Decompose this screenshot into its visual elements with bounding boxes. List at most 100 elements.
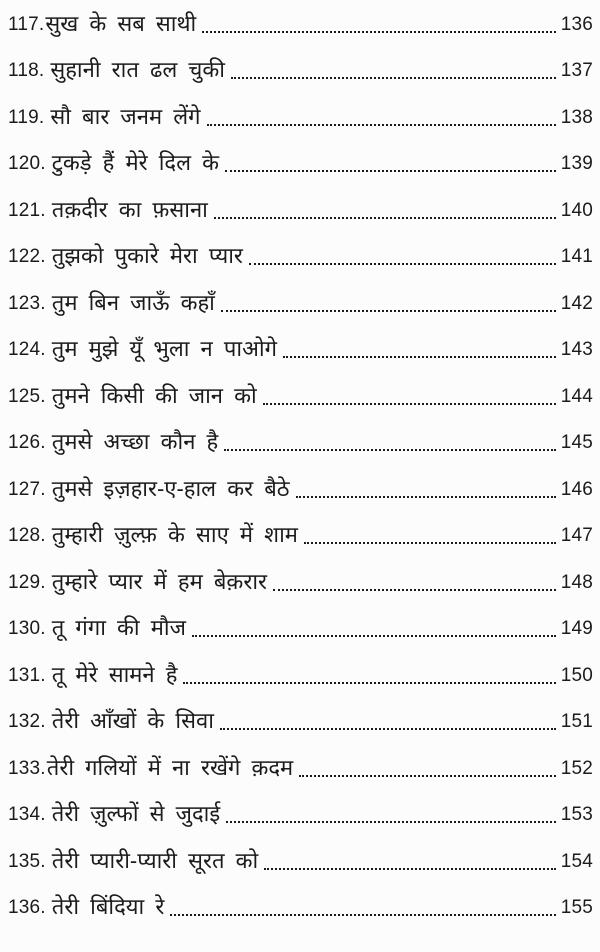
toc-entry-row: 127. तुमसे इज़हार-ए-हाल कर बैठे 146 (8, 466, 593, 513)
toc-entry-row: 124. तुम मुझे यूँ भुला न पाओगे 143 (8, 327, 593, 374)
entry-title: तुमसे इज़हार-ए-हाल कर बैठे (51, 475, 290, 501)
entry-page-number: 138 (560, 106, 593, 128)
entry-title: तू गंगा की मौज (51, 615, 186, 641)
toc-entry-row: 136. तेरी बिंदिया रे 155 (8, 885, 593, 932)
dot-leader (220, 295, 556, 312)
entry-page-number: 141 (560, 246, 593, 268)
entry-title: तुम बिन जाऊँ कहाँ (51, 289, 215, 315)
entry-page-number: 137 (560, 60, 593, 82)
entry-page-number: 144 (560, 385, 593, 407)
toc-entry-row: 134. तेरी ज़ुल्फों से जुदाई 153 (8, 792, 593, 839)
entry-title: तुझको पुकारे मेरा प्यार (51, 243, 243, 269)
toc-entry-row: 126. तुमसे अच्छा कौन है 145 (8, 420, 593, 467)
dot-leader (303, 527, 556, 545)
entry-title: तुमसे अच्छा कौन है (51, 429, 219, 455)
dot-leader (262, 388, 556, 405)
toc-entry-row: 130. तू गंगा की मौज 149 (8, 606, 593, 653)
entry-page-number: 142 (560, 292, 593, 314)
entry-title: तेरी बिंदिया रे (51, 894, 165, 920)
dot-leader (299, 760, 556, 777)
entry-title: तुम्हारी ज़ुल्फ़ के साए में शाम (51, 522, 298, 548)
dot-leader (170, 899, 556, 917)
toc-entry-row: 123. तुम बिन जाऊँ कहाँ 142 (8, 280, 593, 327)
entry-number: 133. (8, 757, 46, 779)
entry-number: 132. (8, 711, 46, 733)
dot-leader (248, 248, 556, 266)
dot-leader (183, 667, 556, 684)
entry-title: तेरी ज़ुल्फों से जुदाई (51, 801, 221, 827)
entry-number: 122. (8, 246, 46, 268)
toc-entry-row: 121. तक़दीर का फ़साना 140 (8, 187, 593, 234)
dot-leader (282, 341, 556, 359)
entry-number: 126. (8, 432, 46, 454)
entry-page-number: 147 (560, 525, 593, 547)
entry-number: 127. (8, 478, 46, 500)
entry-title: टुकड़े हैं मेरे दिल के (51, 150, 220, 176)
entry-number: 130. (8, 618, 46, 640)
entry-title: तेरी प्यारी-प्यारी सूरत को (51, 847, 259, 873)
entry-number: 125. (8, 385, 46, 407)
toc-entry-row: 119. सौ बार जनम लेंगे 138 (8, 94, 593, 141)
entry-title: तेरी आँखों के सिवा (51, 708, 214, 734)
entry-page-number: 145 (560, 432, 593, 454)
dot-leader (202, 16, 556, 33)
entry-title: सुहानी रात ढल चुकी (50, 57, 225, 83)
toc-entry-row: 129. तुम्हारे प्यार में हम बेक़रार 148 (8, 559, 593, 606)
entry-page-number: 153 (560, 804, 593, 826)
entry-number: 134. (8, 804, 46, 826)
dot-leader (230, 62, 556, 80)
toc-entry-row: 131. तू मेरे सामने है 150 (8, 652, 593, 699)
entry-page-number: 154 (560, 850, 593, 872)
entry-page-number: 136 (560, 13, 593, 35)
entry-page-number: 148 (560, 571, 593, 593)
entry-number: 129. (8, 571, 46, 593)
entry-number: 136. (8, 897, 46, 919)
dot-leader (213, 202, 556, 219)
entry-page-number: 155 (560, 897, 593, 919)
entry-number: 117. (8, 13, 45, 35)
entry-title: सुख के सब साथी (45, 10, 197, 36)
entry-number: 118. (8, 60, 45, 82)
dot-leader (224, 434, 556, 452)
entry-page-number: 139 (560, 153, 593, 175)
dot-leader (191, 620, 556, 638)
toc-entry-row: 128. तुम्हारी ज़ुल्फ़ के साए में शाम 147 (8, 513, 593, 560)
toc-entry-row: 117. सुख के सब साथी 136 (8, 1, 593, 48)
entry-page-number: 149 (560, 618, 593, 640)
entry-number: 121. (8, 199, 46, 221)
dot-leader (225, 155, 556, 173)
toc-entry-row: 125. तुमने किसी की जान को 144 (8, 373, 593, 420)
dot-leader (206, 109, 556, 126)
entry-number: 128. (8, 525, 46, 547)
entry-number: 124. (8, 339, 46, 361)
entry-title: तक़दीर का फ़साना (51, 196, 208, 222)
entry-page-number: 152 (560, 757, 593, 779)
toc-entry-row: 135. तेरी प्यारी-प्यारी सूरत को 154 (8, 838, 593, 885)
entry-title: सौ बार जनम लेंगे (50, 103, 201, 129)
toc-entry-row: 120. टुकड़े हैं मेरे दिल के 139 (8, 141, 593, 188)
dot-leader (219, 713, 556, 731)
entry-title: तुमने किसी की जान को (51, 382, 257, 408)
dot-leader (295, 481, 556, 498)
entry-title: तू मेरे सामने है (51, 661, 178, 687)
entry-number: 135. (8, 850, 46, 872)
toc-entry-row: 133. तेरी गलियों में ना रखेंगे क़दम 152 (8, 745, 593, 792)
entry-number: 131. (8, 664, 46, 686)
toc-entry-row: 132. तेरी आँखों के सिवा 151 (8, 699, 593, 746)
entry-title: तुम मुझे यूँ भुला न पाओगे (51, 336, 277, 362)
entry-number: 123. (8, 292, 46, 314)
entry-title: तेरी गलियों में ना रखेंगे क़दम (46, 754, 294, 780)
toc-list: 117. सुख के सब साथी 136 118. सुहानी रात … (8, 1, 593, 931)
dot-leader (273, 574, 556, 591)
entry-page-number: 146 (560, 478, 593, 500)
dot-leader (226, 806, 556, 824)
entry-page-number: 150 (560, 664, 593, 686)
entry-number: 119. (8, 106, 45, 128)
entry-page-number: 140 (560, 199, 593, 221)
toc-entry-row: 118. सुहानी रात ढल चुकी 137 (8, 48, 593, 95)
toc-entry-row: 122. तुझको पुकारे मेरा प्यार 141 (8, 234, 593, 281)
dot-leader (264, 853, 556, 870)
entry-page-number: 151 (560, 711, 593, 733)
entry-number: 120. (8, 153, 46, 175)
